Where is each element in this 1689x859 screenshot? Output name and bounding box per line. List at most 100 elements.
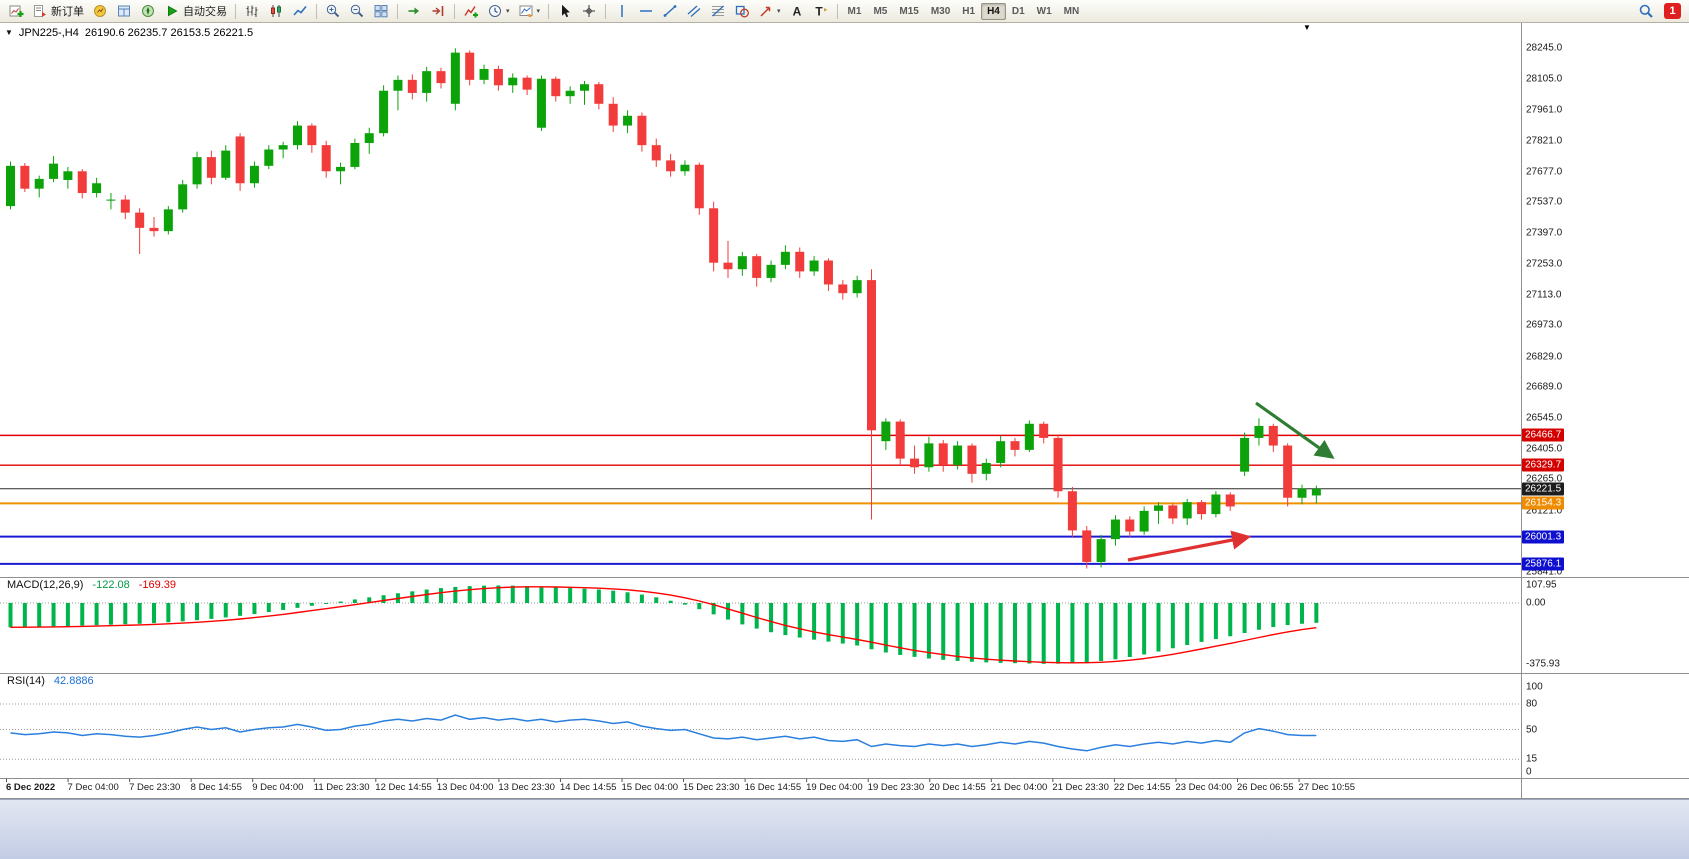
toolbar-tile-windows-button[interactable]: [369, 1, 393, 21]
timeframe-d1-button[interactable]: D1: [1011, 5, 1025, 17]
chart-shift-marker[interactable]: ▼: [1303, 23, 1311, 32]
macd-histogram-bar: [1271, 603, 1276, 628]
candle: [766, 260, 776, 283]
rsi-line: [10, 714, 1317, 752]
toolbar-auto-scroll-button[interactable]: [402, 1, 426, 21]
timeframe-h1-button[interactable]: H1: [962, 5, 976, 17]
candle: [752, 253, 762, 287]
time-axis-label: 15 Dec 23:30: [683, 782, 740, 793]
toolbar-navigator-button[interactable]: [136, 1, 160, 21]
macd-histogram-bar: [1242, 603, 1247, 634]
timeframe-m5-button[interactable]: M5: [873, 5, 888, 17]
toolbar-horizontal-line-button[interactable]: [634, 1, 658, 21]
search-icon: [1638, 3, 1654, 19]
price-axis-tick: 26405.0: [1526, 443, 1563, 455]
macd-histogram-bar: [826, 603, 831, 642]
macd-histogram-bar: [266, 603, 271, 613]
data-window-icon: [116, 3, 132, 19]
time-axis-label: 15 Dec 04:00: [621, 782, 679, 793]
toolbar-text-button[interactable]: A: [785, 1, 809, 21]
macd-histogram-bar: [51, 603, 56, 627]
macd-histogram-bar: [1256, 603, 1261, 630]
toolbar-bar-chart-button[interactable]: [240, 1, 264, 21]
dropdown-caret-icon: ▾: [536, 8, 541, 15]
bar-chart-icon: [244, 3, 260, 19]
equidistant-channel-icon: [686, 3, 702, 19]
candle: [379, 85, 389, 137]
price-axis-tick: 27677.0: [1526, 166, 1563, 178]
candle: [1254, 418, 1264, 446]
timeframe-m1-button[interactable]: M1: [847, 5, 862, 17]
toolbar-vertical-line-button[interactable]: [610, 1, 634, 21]
toolbar-market-watch-button[interactable]: [88, 1, 112, 21]
toolbar-zoom-in-button[interactable]: [321, 1, 345, 21]
macd-histogram-bar: [539, 586, 544, 603]
toolbar-indicators-button[interactable]: [459, 1, 483, 21]
dropdown-caret-icon: ▾: [506, 8, 510, 15]
macd-histogram-bar: [1228, 603, 1233, 637]
candle: [1010, 437, 1020, 457]
toolbar-new-chart-button[interactable]: [4, 1, 28, 21]
toolbar-templates-button[interactable]: ▾: [514, 1, 545, 21]
timeframe-m30-button[interactable]: M30: [930, 5, 951, 17]
toolbar-chart-shift-button[interactable]: [426, 1, 450, 21]
templates-icon: [518, 3, 534, 19]
timeframe-mn-button[interactable]: MN: [1063, 5, 1080, 17]
toolbar-buttons: 新订单 自动交易 ▾ ▾ ▾ A T M1 M5 M15 M30 H1 H4 D1 W1 MN: [4, 0, 1634, 22]
toolbar-separator: [235, 3, 236, 19]
timeframe-h4-button[interactable]: H4: [981, 2, 1006, 20]
toolbar-equidistant-channel-button[interactable]: [682, 1, 706, 21]
search-button[interactable]: [1634, 1, 1658, 21]
price-chart-canvas[interactable]: [0, 23, 1689, 799]
horizontal-line-icon: [638, 3, 654, 19]
support-line-1-badge: 26001.3: [1522, 530, 1565, 544]
toolbar-data-window-button[interactable]: [112, 1, 136, 21]
candle: [393, 75, 403, 111]
one-click-trading-toggle[interactable]: ▼: [5, 28, 13, 37]
notification-badge[interactable]: 1: [1664, 3, 1681, 19]
candle: [1139, 506, 1149, 535]
macd-histogram-bar: [1142, 603, 1147, 655]
time-axis-label: 26 Dec 06:55: [1237, 782, 1294, 793]
up-trend-arrow[interactable]: [1127, 530, 1252, 562]
macd-histogram-bar: [496, 585, 501, 603]
candle: [795, 247, 805, 278]
macd-histogram-bar: [1170, 603, 1175, 649]
price-axis-tick: 26121.0: [1526, 505, 1563, 517]
macd-histogram-bar: [209, 603, 214, 619]
timeframe-m15-button[interactable]: M15: [899, 5, 919, 17]
toolbar-button-label: 新订单: [51, 6, 84, 18]
time-axis-label: 13 Dec 04:00: [436, 782, 494, 793]
candle: [709, 201, 719, 272]
candle: [479, 64, 489, 85]
toolbar-fibonacci-button[interactable]: [706, 1, 730, 21]
candle: [120, 195, 130, 220]
toolbar-zoom-out-button[interactable]: [345, 1, 369, 21]
rsi-panel: [0, 703, 1521, 760]
price-axis-tick: 27253.0: [1526, 258, 1563, 270]
macd-histogram-bar: [1099, 603, 1104, 662]
macd-histogram-bar: [281, 603, 286, 610]
toolbar-periods-button[interactable]: ▾: [483, 1, 514, 21]
candle: [206, 150, 216, 185]
candle: [1283, 443, 1293, 507]
toolbar-trendline-button[interactable]: [658, 1, 682, 21]
toolbar-cursor-button[interactable]: [553, 1, 577, 21]
toolbar-new-order-button[interactable]: 新订单: [28, 1, 88, 21]
time-axis-label: 9 Dec 04:00: [252, 782, 304, 793]
macd-histogram-bar: [238, 603, 243, 616]
candle: [637, 112, 647, 152]
toolbar-arrows-button[interactable]: ▾: [754, 1, 785, 21]
toolbar-shapes-button[interactable]: [730, 1, 754, 21]
price-axis-tick: 26829.0: [1526, 351, 1563, 362]
candle: [680, 160, 690, 176]
toolbar-autotrading-button[interactable]: 自动交易: [160, 1, 231, 21]
toolbar-line-chart-button[interactable]: [288, 1, 312, 21]
toolbar-text-label-button[interactable]: T: [809, 1, 833, 21]
down-trend-arrow[interactable]: [1255, 401, 1335, 459]
toolbar-crosshair-button[interactable]: [577, 1, 601, 21]
candle: [436, 67, 446, 89]
timeframe-w1-button[interactable]: W1: [1036, 5, 1052, 17]
toolbar-candlestick-chart-button[interactable]: [264, 1, 288, 21]
